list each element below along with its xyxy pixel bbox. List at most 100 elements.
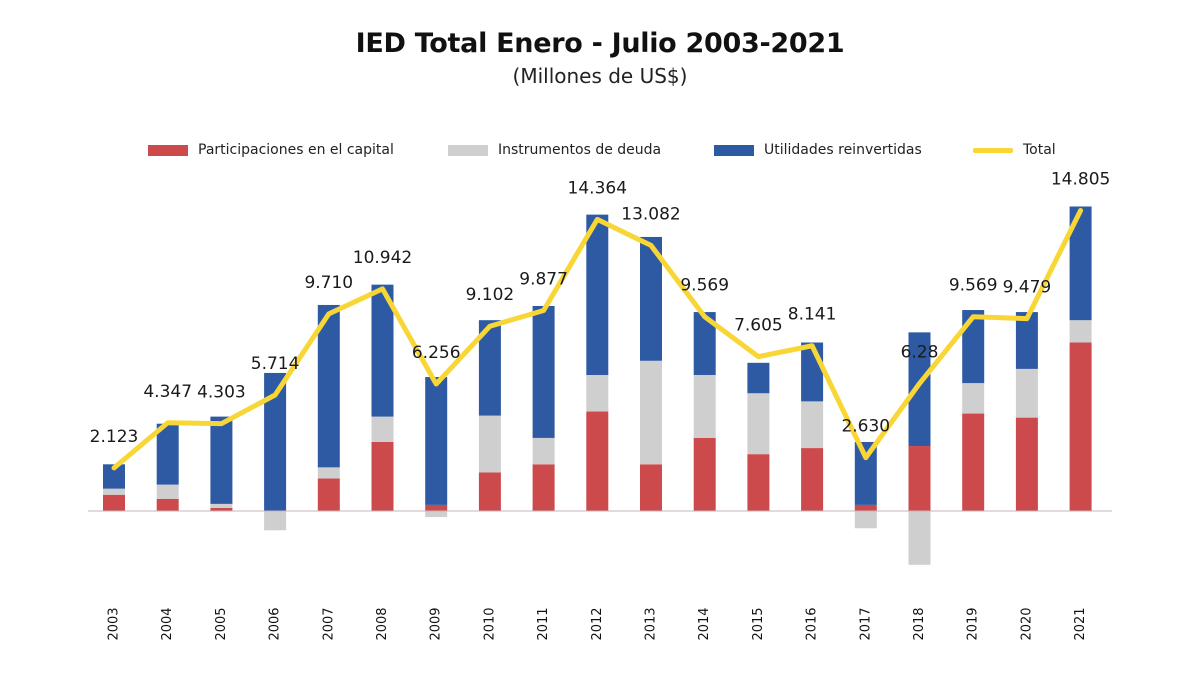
bar-2004-series-2 [156, 423, 179, 485]
x-tick-label-2005: 2005 [214, 607, 229, 640]
bar-2008-series-1 [371, 416, 394, 442]
x-tick-label-2018: 2018 [912, 607, 927, 640]
total-label-2011: 9.877 [519, 269, 568, 289]
bar-2005-series-0 [210, 507, 233, 511]
total-label-2012: 14.364 [568, 178, 627, 198]
total-label-2021: 14.805 [1051, 169, 1110, 189]
bar-2006-series-1 [264, 511, 287, 531]
legend-swatch-total [973, 147, 1013, 153]
bar-2021-series-0 [1069, 342, 1092, 511]
bar-2013-series-2 [640, 236, 662, 361]
bar-2018-series-1 [908, 511, 931, 565]
x-tick-label-2021: 2021 [1073, 607, 1088, 640]
x-tick-label-2007: 2007 [321, 607, 336, 640]
x-tick-label-2015: 2015 [751, 607, 766, 640]
bar-2007-series-2 [317, 304, 340, 468]
bar-2007-series-1 [317, 467, 340, 479]
total-label-2009: 6.256 [412, 343, 461, 363]
total-label-2015: 7.605 [734, 316, 783, 336]
bar-2012-series-0 [586, 411, 609, 511]
bar-2005-series-2 [210, 416, 233, 504]
bar-2017-series-1 [854, 511, 877, 529]
total-label-2018: 6.28 [901, 343, 939, 363]
x-tick-label-2008: 2008 [375, 607, 390, 640]
bar-2009-series-0 [425, 504, 448, 511]
bar-2012-series-2 [586, 214, 609, 375]
legend-label-total: Total [1023, 142, 1056, 158]
bar-2018-series-0 [908, 446, 931, 511]
legend-swatch-utilidades [714, 144, 754, 156]
legend-item-instrumentos: Instrumentos de deuda [448, 142, 661, 158]
bar-2010-series-0 [478, 472, 501, 511]
total-label-2004: 4.347 [143, 382, 192, 402]
chart-subtitle: (Millones de US$) [512, 64, 688, 88]
bar-2019-series-1 [962, 383, 985, 414]
bar-2017-series-0 [854, 504, 877, 511]
bar-2007-series-0 [317, 478, 340, 511]
bar-2011-series-0 [532, 464, 555, 511]
bar-2020-series-0 [1015, 417, 1038, 511]
x-tick-label-2009: 2009 [429, 607, 444, 640]
legend-item-participaciones: Participaciones en el capital [148, 142, 394, 158]
legend-swatch-instrumentos [448, 144, 488, 156]
bar-2021-series-1 [1069, 320, 1092, 343]
x-tick-label-2019: 2019 [966, 607, 981, 640]
legend-label-instrumentos: Instrumentos de deuda [498, 142, 662, 158]
legend-label-utilidades: Utilidades reinvertidas [764, 142, 922, 158]
bar-2008-series-2 [371, 284, 394, 417]
bar-2020-series-2 [1015, 312, 1038, 369]
bar-2019-series-2 [962, 310, 985, 384]
chart-legend: Participaciones en el capital Instrument… [0, 142, 1200, 164]
legend-swatch-participaciones [148, 144, 188, 156]
bar-2016-series-0 [801, 448, 824, 511]
total-label-2017: 2.630 [841, 417, 890, 437]
x-tick-label-2014: 2014 [697, 607, 712, 640]
total-label-2014: 9.569 [680, 276, 729, 296]
bar-2013-series-0 [640, 464, 662, 511]
bar-2014-series-1 [693, 374, 716, 438]
total-label-2008: 10.942 [353, 248, 412, 268]
total-label-2007: 9.710 [304, 273, 353, 293]
x-tick-label-2004: 2004 [160, 607, 175, 640]
total-label-2010: 9.102 [466, 285, 515, 305]
bar-2015-series-0 [747, 454, 770, 511]
bar-2013-series-1 [640, 360, 662, 465]
bar-2015-series-2 [747, 362, 770, 394]
bar-2009-series-2 [425, 377, 448, 505]
total-label-2020: 9.479 [1003, 278, 1052, 298]
total-label-2013: 13.082 [621, 204, 680, 224]
legend-label-participaciones: Participaciones en el capital [198, 142, 394, 158]
total-label-2005: 4.303 [197, 383, 246, 403]
bar-2005-series-1 [210, 503, 233, 508]
x-tick-label-2006: 2006 [268, 607, 283, 640]
bar-2021-series-2 [1069, 206, 1092, 321]
total-label-2006: 5.714 [251, 354, 300, 374]
bar-2011-series-1 [532, 437, 555, 465]
x-tick-label-2020: 2020 [1019, 607, 1034, 640]
bar-2014-series-2 [693, 312, 716, 375]
x-tick-label-2003: 2003 [107, 607, 122, 640]
bar-2016-series-1 [801, 401, 824, 449]
bar-2004-series-1 [156, 484, 179, 499]
bar-2003-series-0 [103, 494, 125, 511]
bar-2017-series-2 [854, 441, 877, 505]
total-label-2019: 9.569 [949, 276, 998, 296]
legend-item-utilidades: Utilidades reinvertidas [714, 142, 922, 158]
bar-2010-series-1 [478, 415, 501, 473]
bar-2003-series-2 [103, 464, 125, 489]
x-tick-label-2010: 2010 [482, 607, 497, 640]
bar-2014-series-0 [693, 437, 716, 511]
x-tick-label-2016: 2016 [805, 607, 820, 640]
bar-2009-series-1 [425, 511, 448, 518]
bar-2019-series-0 [962, 413, 985, 511]
total-label-2016: 8.141 [788, 305, 837, 325]
bar-2004-series-0 [156, 498, 179, 511]
legend-item-total: Total [973, 142, 1056, 158]
x-tick-label-2012: 2012 [590, 607, 605, 640]
bar-2020-series-1 [1015, 368, 1038, 418]
x-tick-label-2017: 2017 [858, 607, 873, 640]
x-tick-label-2013: 2013 [644, 607, 659, 640]
chart-title: IED Total Enero - Julio 2003-2021 [355, 28, 845, 59]
bar-2010-series-2 [478, 320, 501, 416]
